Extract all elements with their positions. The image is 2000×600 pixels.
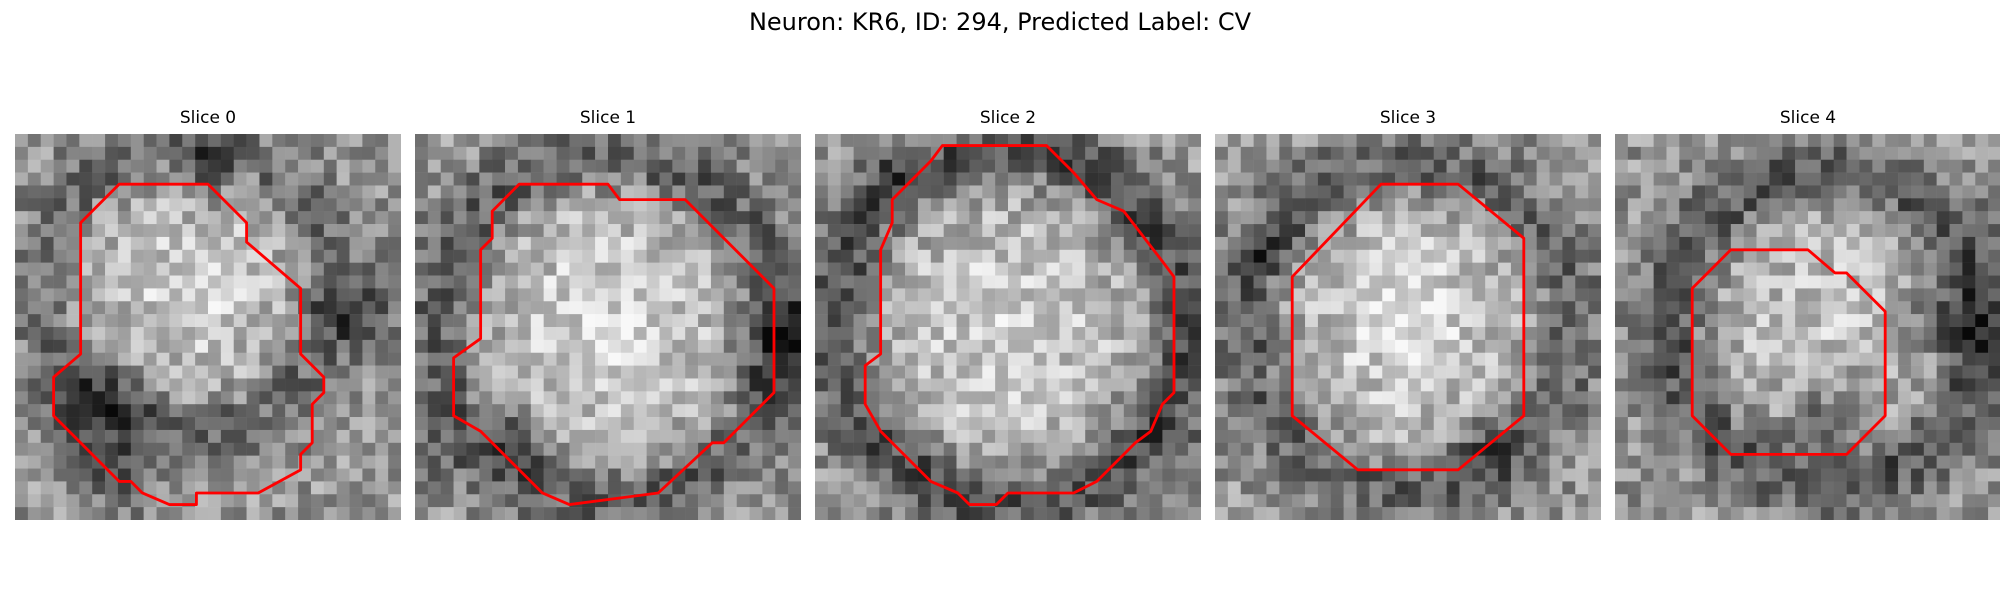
slice-title: Slice 0 [179, 108, 237, 128]
slice-image [815, 134, 1201, 520]
slice-title: Slice 4 [1779, 108, 1837, 128]
slice-image [415, 134, 801, 520]
figure-title: Neuron: KR6, ID: 294, Predicted Label: C… [748, 8, 1252, 36]
slice-title: Slice 1 [579, 108, 637, 128]
slice-title: Slice 3 [1379, 108, 1437, 128]
segmentation-contour [52, 182, 326, 506]
segmentation-contour [452, 182, 776, 506]
slice-image [1215, 134, 1601, 520]
slice-image [1615, 134, 2000, 520]
slice-image [15, 134, 401, 520]
segmentation-contour [1290, 182, 1526, 472]
slice-title: Slice 2 [979, 108, 1037, 128]
segmentation-contour [1690, 248, 1887, 456]
segmentation-contour [863, 144, 1176, 506]
